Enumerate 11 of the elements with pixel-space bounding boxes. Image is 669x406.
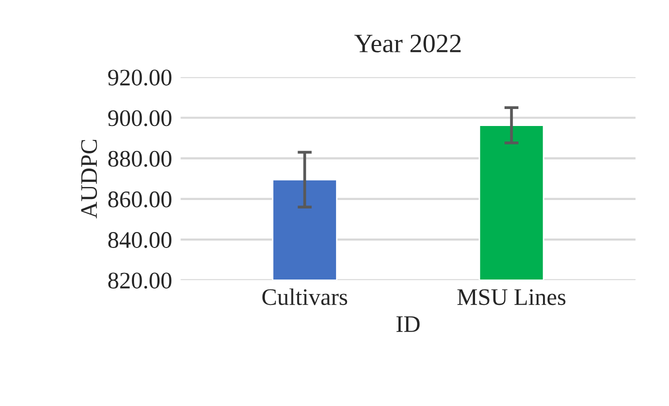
y-tick-label: 880.00 — [108, 150, 172, 167]
chart-title: Year 2022 — [354, 34, 461, 52]
y-tick-label: 820.00 — [108, 272, 172, 289]
y-tick-label: 900.00 — [108, 110, 172, 126]
x-axis-title: ID — [396, 316, 420, 332]
y-tick-label: 840.00 — [108, 232, 172, 248]
y-tick-label: 920.00 — [108, 70, 172, 86]
x-tick-label: Cultivars — [262, 288, 348, 306]
y-tick-label: 860.00 — [108, 191, 172, 208]
y-axis-title: AUDPC — [81, 140, 98, 218]
x-tick-label: MSU Lines — [457, 289, 566, 306]
